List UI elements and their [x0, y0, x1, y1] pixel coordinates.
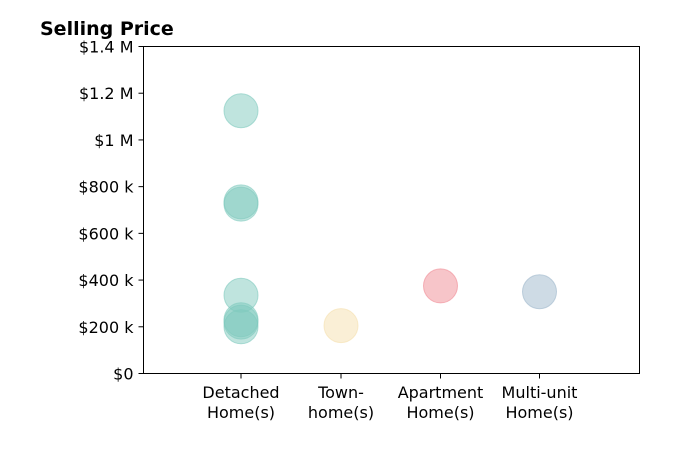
x-tick-label: Detached Home(s) — [202, 383, 279, 422]
x-tick-label: Town-home(s) — [308, 383, 374, 422]
y-tick-label: $800 k — [78, 178, 134, 197]
y-tick-label: $400 k — [78, 271, 134, 290]
y-tick-label: $1.2 M — [79, 84, 134, 103]
y-tick-label: $1.4 M — [79, 38, 134, 57]
y-tick-label: $0 — [113, 365, 133, 384]
data-point — [223, 93, 259, 129]
x-tick-label: Apartment Home(s) — [398, 383, 484, 422]
data-point — [423, 268, 458, 304]
data-point — [223, 186, 259, 222]
plot-area-frame — [143, 46, 640, 374]
y-axis: $0 $200 k $400 k $600 k $800 k $1 M $1.2 M $1.4… — [78, 38, 144, 384]
data-point — [522, 274, 557, 310]
data-point — [223, 309, 259, 345]
data-point — [323, 308, 359, 344]
y-tick-label: $600 k — [78, 224, 134, 243]
data-points — [223, 93, 557, 345]
x-tick-label: Multi-unit Home(s) — [502, 383, 578, 422]
y-tick-label: $200 k — [78, 318, 134, 337]
x-axis: Detached Home(s) Town-home(s) Apartment Home… — [202, 373, 578, 422]
chart-title: Selling Price — [40, 18, 174, 40]
y-tick-label: $1 M — [94, 131, 133, 150]
